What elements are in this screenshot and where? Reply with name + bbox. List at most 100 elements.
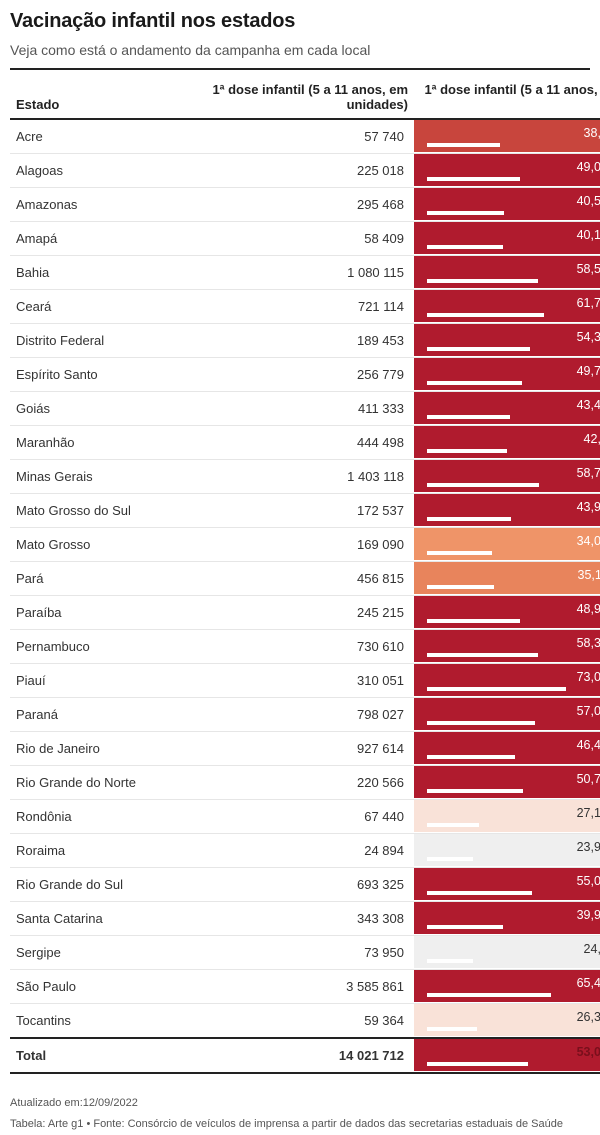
page-subtitle: Veja como está o andamento da campanha e…	[10, 42, 371, 58]
percent-cell-background	[414, 868, 600, 900]
percent-label: 50,71%	[576, 772, 600, 786]
state-name: Rio Grande do Norte	[16, 775, 136, 790]
state-name: Espírito Santo	[16, 367, 98, 382]
state-doses: 220 566	[357, 775, 404, 790]
state-doses: 57 740	[364, 129, 404, 144]
state-percent-cell: 27,18%	[414, 800, 600, 834]
state-doses: 58 409	[364, 231, 404, 246]
total-percent-cell: 53,06%	[414, 1038, 600, 1073]
total-percent-bar	[427, 1062, 528, 1066]
state-doses: 245 215	[357, 605, 404, 620]
table-row: Bahia 1 080 115 58,51%	[10, 256, 600, 290]
percent-label: 55,03%	[576, 874, 600, 888]
percent-bar	[427, 313, 545, 317]
state-doses: 927 614	[357, 741, 404, 756]
header-percent: 1ª dose infantil (5 a 11 anos, em %)	[424, 82, 600, 97]
percent-label: 43,47%	[576, 398, 600, 412]
state-doses: 169 090	[357, 537, 404, 552]
table-row: Maranhão 444 498 42,3%	[10, 426, 600, 460]
state-percent-cell: 49,78%	[414, 358, 600, 392]
percent-label: 23,96%	[576, 840, 600, 854]
vaccination-table: Estado 1ª dose infantil (5 a 11 anos, em…	[10, 70, 600, 1074]
percent-bar	[427, 789, 524, 793]
state-doses: 295 468	[357, 197, 404, 212]
state-name: Rio Grande do Sul	[16, 877, 123, 892]
table-row: Santa Catarina 343 308 39,93%	[10, 902, 600, 936]
state-doses: 456 815	[357, 571, 404, 586]
table-row: Mato Grosso do Sul 172 537 43,99%	[10, 494, 600, 528]
percent-bar	[427, 483, 539, 487]
percent-cell-background	[414, 698, 600, 730]
state-name: São Paulo	[16, 979, 76, 994]
total-label: Total	[16, 1048, 47, 1063]
percent-label: 49,78%	[576, 364, 600, 378]
table-row: Amazonas 295 468 40,52%	[10, 188, 600, 222]
percent-label: 73,06%	[576, 670, 600, 684]
state-name: Pará	[16, 571, 44, 586]
percent-cell-background	[414, 460, 600, 492]
percent-bar	[427, 925, 503, 929]
table-row: Rio de Janeiro 927 614 46,41%	[10, 732, 600, 766]
percent-bar	[427, 449, 508, 453]
percent-bar	[427, 1027, 477, 1031]
percent-label: 54,36%	[576, 330, 600, 344]
state-percent-cell: 39,93%	[414, 902, 600, 936]
percent-label: 58,79%	[576, 466, 600, 480]
state-percent-cell: 48,98%	[414, 596, 600, 630]
percent-bar	[427, 245, 504, 249]
table-row: Rio Grande do Sul 693 325 55,03%	[10, 868, 600, 902]
state-name: Tocantins	[16, 1013, 71, 1028]
state-percent-cell: 65,49%	[414, 970, 600, 1004]
state-name: Santa Catarina	[16, 911, 103, 926]
state-name: Piauí	[16, 673, 46, 688]
percent-bar	[427, 415, 510, 419]
state-doses: 444 498	[357, 435, 404, 450]
header-doses: 1ª dose infantil (5 a 11 anos, em unidad…	[212, 82, 408, 112]
state-percent-cell: 73,06%	[414, 664, 600, 698]
state-doses: 256 779	[357, 367, 404, 382]
percent-cell-background	[414, 494, 600, 526]
percent-label: 48,98%	[576, 602, 600, 616]
state-percent-cell: 54,36%	[414, 324, 600, 358]
state-name: Rio de Janeiro	[16, 741, 100, 756]
table-row: Amapá 58 409 40,14%	[10, 222, 600, 256]
percent-bar	[427, 721, 536, 725]
footer: Atualizado em:12/09/2022 Tabela: Arte g1…	[10, 1093, 590, 1135]
percent-cell-background	[414, 154, 600, 186]
state-name: Paraíba	[16, 605, 62, 620]
state-name: Sergipe	[16, 945, 61, 960]
percent-cell-background	[414, 120, 600, 152]
percent-label: 40,14%	[576, 228, 600, 242]
percent-cell-background	[414, 664, 600, 696]
percent-cell-background	[414, 834, 600, 866]
percent-bar	[427, 891, 532, 895]
state-percent-cell: 40,52%	[414, 188, 600, 222]
state-percent-cell: 35,11%	[414, 562, 600, 596]
state-name: Distrito Federal	[16, 333, 105, 348]
state-doses: 67 440	[364, 809, 404, 824]
percent-label: 58,51%	[576, 262, 600, 276]
state-name: Goiás	[16, 401, 50, 416]
percent-cell-background	[414, 188, 600, 220]
table-row: Rio Grande do Norte 220 566 50,71%	[10, 766, 600, 800]
percent-cell-background	[414, 936, 600, 968]
state-percent-cell: 42,3%	[414, 426, 600, 460]
percent-label: 42,3%	[583, 432, 600, 446]
state-percent-cell: 55,03%	[414, 868, 600, 902]
page-title: Vacinação infantil nos estados	[10, 10, 296, 32]
percent-label: 26,32%	[576, 1010, 600, 1024]
percent-cell-background	[414, 596, 600, 628]
table-row: Pernambuco 730 610 58,36%	[10, 630, 600, 664]
state-name: Amapá	[16, 231, 58, 246]
percent-cell-background	[414, 358, 600, 390]
percent-cell-background	[414, 970, 600, 1002]
state-doses: 225 018	[357, 163, 404, 178]
table-row: Paraná 798 027 57,02%	[10, 698, 600, 732]
percent-label: 40,52%	[576, 194, 600, 208]
percent-bar	[427, 653, 538, 657]
percent-label: 34,09%	[576, 534, 600, 548]
state-percent-cell: 46,41%	[414, 732, 600, 766]
state-percent-cell: 26,32%	[414, 1004, 600, 1039]
state-percent-cell: 58,51%	[414, 256, 600, 290]
state-doses: 172 537	[357, 503, 404, 518]
